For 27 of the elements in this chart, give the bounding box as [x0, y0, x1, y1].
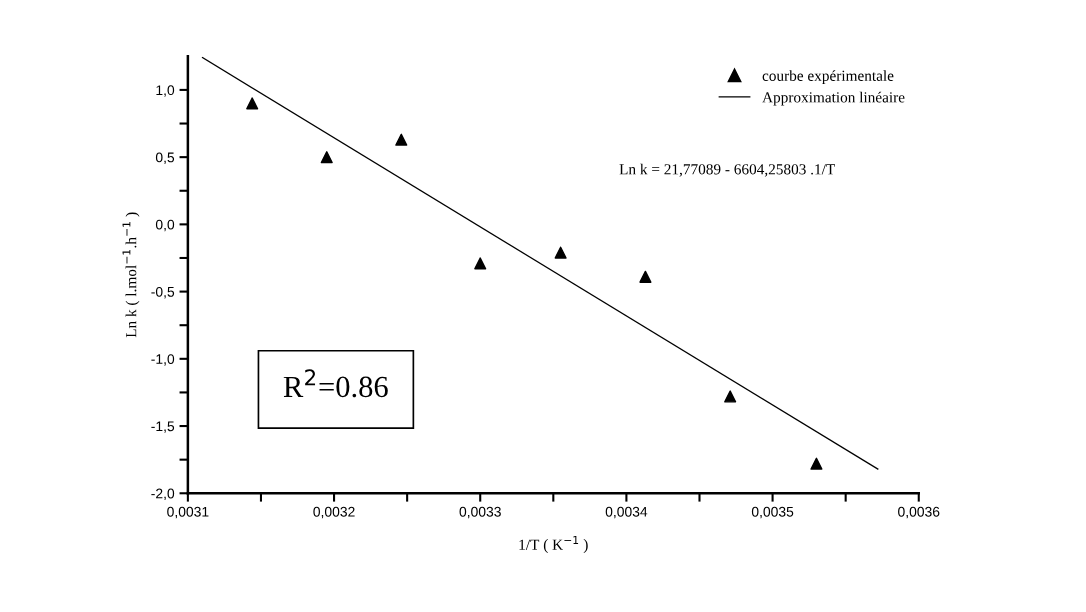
y-tick-label: -2,0	[151, 488, 175, 501]
x-axis-title: 1/T ( K$^{−1}$ )	[519, 536, 588, 553]
y-tick-label: 0,5	[155, 152, 175, 164]
x-tick-label: 0,0033	[459, 506, 501, 519]
x-tick-label: 0,0036	[898, 506, 940, 519]
x-tick-label: 0,0031	[167, 506, 209, 519]
point	[474, 257, 487, 270]
y-tick-label: 1,0	[156, 85, 175, 97]
point	[724, 390, 737, 403]
x-tick-label: 0,0032	[313, 506, 355, 519]
x-tick-label: 0,0034	[605, 506, 648, 519]
point	[554, 246, 567, 259]
y-axis-title: Ln k ( l.mol$^{−1}$.h$^{−1}$ )	[122, 212, 140, 338]
point	[810, 457, 823, 470]
point	[246, 97, 259, 110]
y-tick-label: -1,5	[151, 421, 175, 433]
x-tick-label: 0,0035	[751, 506, 794, 519]
y-tick-label: -0,5	[151, 286, 175, 299]
y-tick-label: -1,0	[151, 354, 175, 366]
annotation: Ln k = 21,77089 - 6604,25803 .1/T	[619, 163, 835, 177]
legend-label: Approximation linéaire	[762, 91, 905, 106]
point	[639, 270, 652, 283]
y-tick-label: 0,0	[155, 219, 175, 232]
legend-label: courbe expérimentale	[762, 70, 894, 84]
point	[320, 151, 333, 164]
annotation: R$^{2}$=0.86	[283, 369, 388, 398]
point	[395, 133, 408, 146]
